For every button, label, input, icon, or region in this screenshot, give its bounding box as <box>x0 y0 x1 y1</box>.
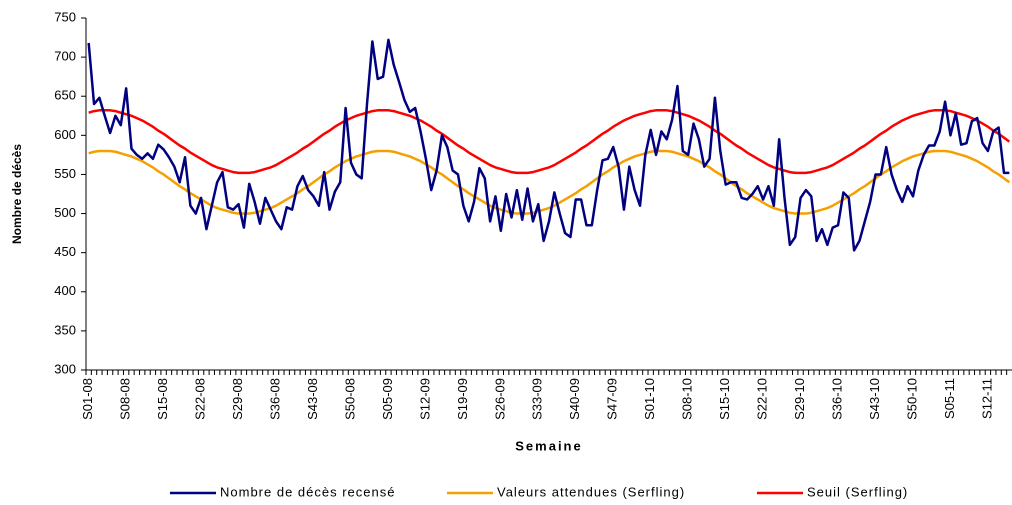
x-tick-label: S01-10 <box>642 378 657 420</box>
y-axis-title: Nombre de décès <box>10 144 24 244</box>
x-tick-label: S12-11 <box>979 378 994 419</box>
x-tick-label: S12-09 <box>417 378 432 420</box>
x-tick-label: S26-09 <box>492 378 507 420</box>
x-tick-label: S15-10 <box>717 378 732 420</box>
x-tick-label: S08-10 <box>680 378 695 420</box>
y-tick-label: 700 <box>54 49 76 64</box>
y-tick-label: 550 <box>54 166 76 181</box>
y-tick-label: 400 <box>54 283 76 298</box>
series-line <box>87 38 1010 252</box>
x-tick-label: S36-10 <box>829 378 844 420</box>
x-axis-title: Semaine <box>515 438 582 453</box>
x-tick-label: S05-09 <box>380 378 395 420</box>
y-tick-label: 350 <box>54 322 76 337</box>
x-tick-label: S36-08 <box>267 378 282 420</box>
x-tick-label: S50-10 <box>904 378 919 420</box>
y-tick-label: 750 <box>54 9 76 24</box>
x-tick-label: S50-08 <box>342 378 357 420</box>
legend-label: Nombre de décès recensé <box>220 484 395 499</box>
y-tick-label: 300 <box>54 361 76 376</box>
x-tick-label: S43-10 <box>867 378 882 420</box>
y-tick-label: 500 <box>54 205 76 220</box>
x-tick-label: S40-09 <box>567 378 582 420</box>
y-tick-label: 600 <box>54 127 76 142</box>
x-tick-label: S15-08 <box>155 378 170 420</box>
x-tick-label: S22-10 <box>755 378 770 420</box>
series-line <box>88 149 1011 215</box>
x-tick-label: S01-08 <box>80 378 95 420</box>
x-tick-label: S43-08 <box>305 378 320 420</box>
x-tick-label: S08-08 <box>118 378 133 420</box>
x-tick-label: S33-09 <box>530 378 545 420</box>
y-tick-label: 450 <box>54 244 76 259</box>
series-line <box>88 109 1011 175</box>
x-tick-label: S05-11 <box>942 378 957 419</box>
x-tick-label: S19-09 <box>455 378 470 420</box>
x-tick-label: S29-08 <box>230 378 245 420</box>
legend: Nombre de décès recensé Valeurs attendues… <box>170 484 908 499</box>
x-tick-label: S29-10 <box>792 378 807 420</box>
legend-label: Valeurs attendues (Serfling) <box>497 484 685 499</box>
x-tick-label: S22-08 <box>193 378 208 420</box>
legend-label: Seuil (Serfling) <box>807 484 908 499</box>
x-tick-label: S47-09 <box>605 378 620 420</box>
y-tick-label: 650 <box>54 88 76 103</box>
